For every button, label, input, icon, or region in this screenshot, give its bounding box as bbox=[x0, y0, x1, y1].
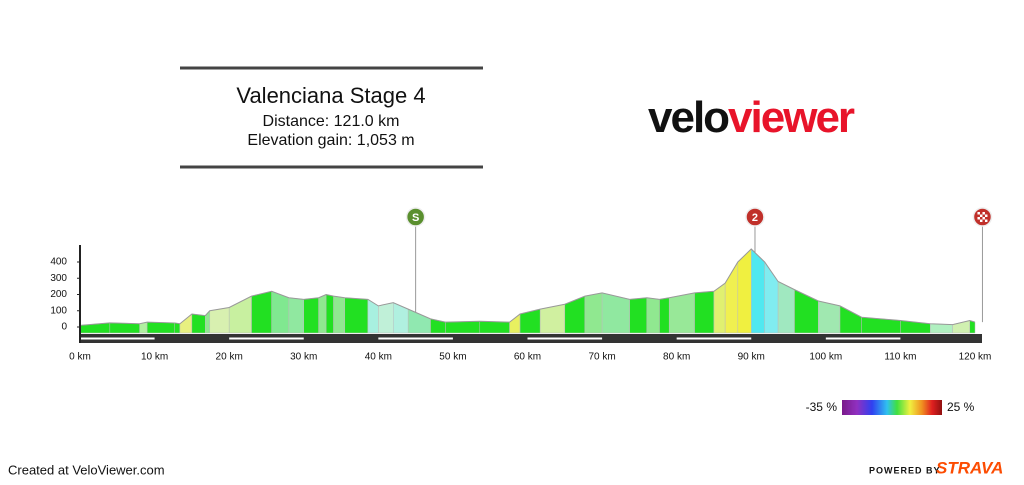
x-tick-label: 90 km bbox=[738, 352, 765, 363]
checker bbox=[979, 219, 983, 222]
profile-segment bbox=[818, 300, 841, 334]
profile-segment bbox=[584, 292, 603, 334]
profile-segment bbox=[694, 290, 715, 334]
x-tick-label: 30 km bbox=[290, 352, 317, 363]
checker bbox=[984, 214, 988, 217]
profile-segment bbox=[629, 297, 648, 334]
logo-part: viewer bbox=[728, 93, 855, 142]
profile-segment bbox=[479, 321, 510, 334]
x-tick-label: 20 km bbox=[216, 352, 243, 363]
marker-label: S bbox=[412, 212, 419, 224]
x-tick-label: 70 km bbox=[588, 352, 615, 363]
profile-segment bbox=[393, 302, 409, 334]
profile-segment bbox=[179, 313, 193, 334]
checker bbox=[984, 219, 988, 222]
logo: veloviewer bbox=[648, 93, 855, 142]
y-tick-label: 400 bbox=[50, 257, 67, 268]
profile-segment bbox=[751, 248, 765, 334]
profile-segment bbox=[764, 261, 779, 334]
x-tick-label: 110 km bbox=[884, 352, 916, 363]
profile-segment bbox=[519, 308, 541, 334]
profile-segment bbox=[333, 295, 346, 334]
profile-segment bbox=[646, 297, 660, 334]
gradient-max: 25 % bbox=[947, 400, 975, 414]
footer: Created at VeloViewer.com bbox=[8, 462, 165, 477]
profile-outline bbox=[79, 248, 976, 326]
marker-label: 2 bbox=[752, 212, 758, 224]
profile-segment bbox=[205, 310, 211, 334]
x-tick-label: 50 km bbox=[439, 352, 466, 363]
y-tick-label: 200 bbox=[50, 289, 67, 300]
x-tick-label: 0 km bbox=[69, 352, 91, 363]
marker bbox=[405, 207, 426, 227]
profile-segment bbox=[344, 297, 369, 334]
profile-segment bbox=[407, 308, 431, 334]
y-tick-label: 100 bbox=[50, 305, 67, 316]
x-tick-label: 100 km bbox=[809, 352, 842, 363]
profile-segment bbox=[509, 313, 521, 334]
checker bbox=[977, 212, 980, 215]
profile-segment bbox=[737, 248, 752, 334]
profile-segment bbox=[288, 297, 304, 334]
x-tick-label: 60 km bbox=[514, 352, 541, 363]
distance: Distance: 121.0 km bbox=[263, 113, 400, 130]
profile-segment bbox=[930, 323, 953, 334]
x-tick-label: 80 km bbox=[663, 352, 690, 363]
profile-segment bbox=[174, 322, 181, 334]
y-tick-label: 0 bbox=[61, 322, 67, 333]
profile-segment bbox=[271, 290, 290, 334]
profile-segment bbox=[109, 322, 140, 334]
y-tick-label: 300 bbox=[50, 273, 67, 284]
powered-by: POWERED BY bbox=[869, 465, 941, 475]
profile-segment bbox=[564, 295, 586, 334]
profile-segment bbox=[146, 321, 175, 334]
profile-segment bbox=[191, 313, 206, 334]
checker bbox=[982, 212, 985, 215]
gradient-bar bbox=[842, 400, 942, 415]
profile-segment bbox=[209, 307, 230, 334]
profile-segment bbox=[325, 294, 334, 334]
x-tick-label: 10 km bbox=[141, 352, 168, 363]
profile-segment bbox=[668, 292, 695, 334]
profile-segment bbox=[251, 290, 272, 334]
x-tick-label: 120 km bbox=[959, 352, 992, 363]
chart-title: Valenciana Stage 4 bbox=[236, 83, 425, 108]
checker bbox=[977, 217, 980, 220]
gradient-min: -35 % bbox=[806, 400, 838, 414]
elevation-gain: Elevation gain: 1,053 m bbox=[247, 132, 414, 149]
profile-segment bbox=[839, 305, 862, 334]
checker bbox=[979, 214, 983, 217]
profile-segment bbox=[303, 297, 319, 334]
checker bbox=[982, 217, 985, 220]
marker bbox=[745, 207, 765, 227]
x-tick-label: 40 km bbox=[365, 352, 392, 363]
profile-segment bbox=[659, 297, 670, 334]
profile-segment bbox=[794, 289, 819, 334]
profile-segment bbox=[445, 321, 481, 334]
profile-segment bbox=[378, 302, 394, 334]
profile-segment bbox=[777, 281, 795, 334]
profile-segment bbox=[318, 294, 327, 334]
logo-part: velo bbox=[648, 93, 729, 142]
strava: STRAVA bbox=[936, 458, 1003, 477]
